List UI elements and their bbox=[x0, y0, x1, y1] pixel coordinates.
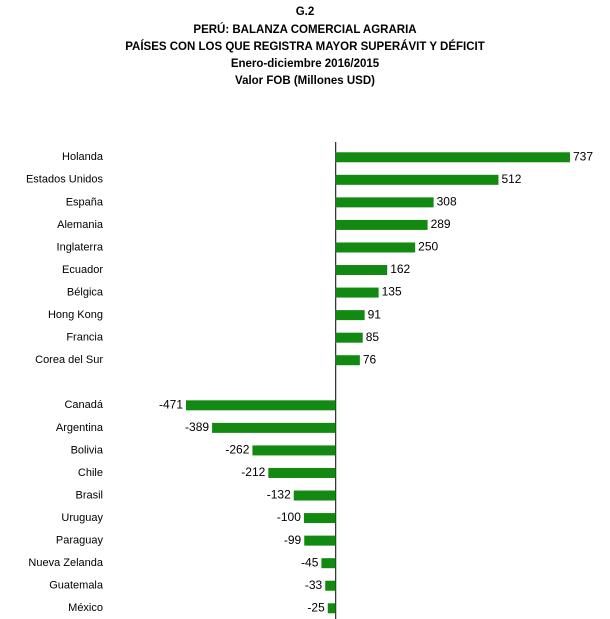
category-label: Guatemala bbox=[49, 580, 104, 592]
bar bbox=[335, 197, 434, 208]
category-label: Corea del Sur bbox=[35, 354, 103, 366]
bar bbox=[186, 400, 336, 411]
bar bbox=[335, 265, 388, 276]
bar bbox=[325, 580, 336, 591]
category-label: Ecuador bbox=[62, 264, 103, 276]
category-label: Bolivia bbox=[71, 444, 104, 456]
bar bbox=[212, 422, 336, 433]
data-label: -389 bbox=[185, 420, 209, 434]
data-label: -471 bbox=[159, 397, 183, 411]
bar bbox=[268, 467, 336, 478]
bar bbox=[293, 490, 336, 501]
category-label: Paraguay bbox=[56, 535, 104, 547]
bar bbox=[335, 242, 416, 253]
chart-subtitle: Enero-diciembre 2016/2015 bbox=[231, 58, 380, 70]
bar bbox=[335, 152, 570, 163]
data-label: -132 bbox=[267, 488, 291, 502]
category-label: Chile bbox=[78, 467, 103, 479]
chart-title: G.2 bbox=[296, 6, 315, 18]
chart-subtitle: Valor FOB (Millones USD) bbox=[235, 75, 375, 87]
data-label: 250 bbox=[418, 240, 438, 254]
category-label: Bélgica bbox=[67, 286, 104, 298]
category-label: Uruguay bbox=[61, 512, 103, 524]
data-label: 135 bbox=[382, 285, 402, 299]
category-label: Alemania bbox=[57, 219, 104, 231]
category-label: Argentina bbox=[56, 422, 104, 434]
bar bbox=[335, 287, 379, 298]
data-label: 512 bbox=[501, 172, 521, 186]
data-label: -262 bbox=[225, 443, 249, 457]
data-label: 308 bbox=[437, 195, 457, 209]
bar bbox=[304, 535, 336, 546]
bar bbox=[327, 603, 336, 614]
bar bbox=[335, 219, 428, 230]
data-label: -45 bbox=[301, 555, 319, 569]
data-label: 91 bbox=[368, 307, 382, 321]
bar bbox=[321, 558, 336, 569]
data-label: 76 bbox=[363, 352, 377, 366]
category-label: Inglaterra bbox=[57, 241, 104, 253]
data-label: -25 bbox=[307, 600, 325, 614]
category-label: Hong Kong bbox=[48, 309, 103, 321]
category-label: Canadá bbox=[64, 399, 103, 411]
data-label: -33 bbox=[305, 578, 323, 592]
bar bbox=[335, 332, 363, 343]
data-label: -212 bbox=[241, 465, 265, 479]
bar bbox=[335, 174, 499, 185]
chart-subtitle: PERÚ: BALANZA COMERCIAL AGRARIA bbox=[193, 23, 416, 36]
category-label: Brasil bbox=[75, 489, 103, 501]
data-label: 289 bbox=[431, 217, 451, 231]
bar bbox=[335, 355, 360, 366]
data-label: -100 bbox=[277, 510, 301, 524]
category-label: Francia bbox=[66, 332, 104, 344]
category-label: España bbox=[66, 196, 104, 208]
category-label: Estados Unidos bbox=[26, 174, 104, 186]
bar bbox=[303, 513, 336, 524]
chart-subtitle: PAÍSES CON LOS QUE REGISTRA MAYOR SUPERÁ… bbox=[125, 40, 485, 53]
bar bbox=[252, 445, 336, 456]
data-label: -99 bbox=[284, 533, 302, 547]
data-label: 85 bbox=[366, 330, 380, 344]
bar bbox=[335, 310, 365, 321]
category-label: Nueva Zelanda bbox=[28, 557, 103, 569]
category-label: Holanda bbox=[62, 151, 104, 163]
data-label: 737 bbox=[573, 149, 593, 163]
data-label: 162 bbox=[390, 262, 410, 276]
category-label: México bbox=[68, 602, 103, 614]
